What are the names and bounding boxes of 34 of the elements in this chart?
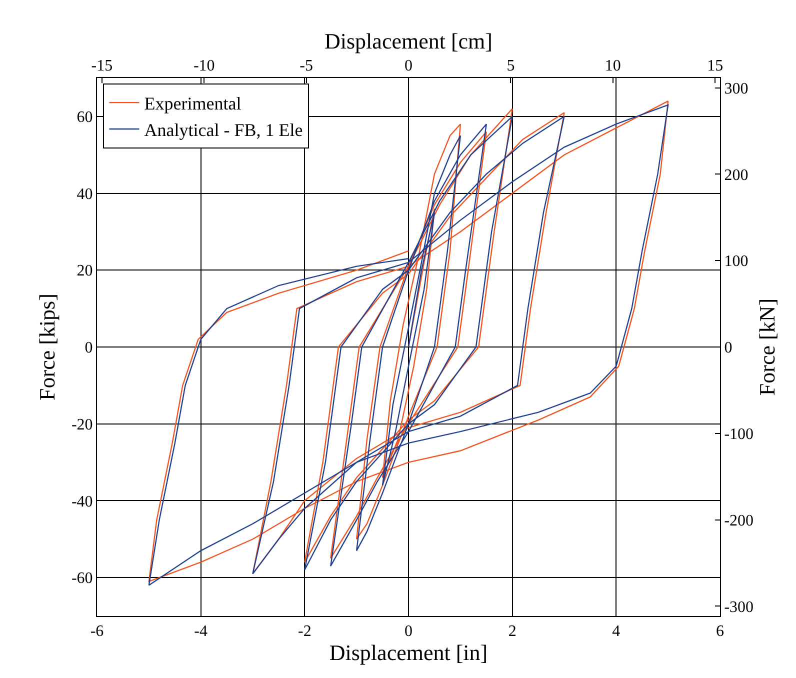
x2-tick-label: 5: [506, 58, 515, 75]
x-tick-label: 4: [612, 623, 620, 640]
y-tick-label: -20: [71, 416, 93, 434]
y-axis-title: Force [kips]: [34, 294, 60, 400]
x-tick-label: -4: [194, 623, 208, 640]
legend-label: Experimental: [144, 94, 242, 114]
y2-tick-label: 0: [724, 340, 732, 357]
y-tick-label: 0: [84, 340, 93, 357]
y-tick-label: 40: [76, 186, 93, 203]
x2-tick-label: 0: [404, 58, 412, 75]
y2-tick-label: 300: [724, 80, 748, 98]
legend-label: Analytical - FB, 1 Ele: [144, 120, 303, 140]
y2-tick-label: -300: [724, 598, 754, 616]
x2-axis-title: Displacement [cm]: [324, 28, 492, 54]
x2-tick-label: 15: [707, 58, 724, 75]
y2-tick-label: -200: [724, 512, 754, 530]
y2-tick-label: -100: [724, 426, 754, 443]
y2-tick-label: 100: [724, 253, 748, 270]
x-axis-title: Displacement [in]: [329, 640, 488, 666]
y-tick-label: -60: [71, 570, 93, 588]
x2-tick-label: 10: [604, 58, 621, 75]
x-tick-label: 2: [508, 623, 516, 640]
x2-tick-label: -15: [91, 58, 113, 75]
x-tick-label: -6: [90, 623, 104, 640]
x-tick-label: -2: [298, 623, 312, 640]
y-tick-label: -40: [71, 493, 93, 510]
y2-axis-title: Force [kN]: [754, 298, 780, 396]
x2-tick-label: -5: [300, 58, 313, 75]
y2-tick-label: 200: [724, 166, 748, 184]
x-tick-label: 6: [716, 623, 724, 640]
y-tick-label: 20: [76, 262, 93, 280]
x2-tick-label: -10: [193, 58, 215, 75]
y-tick-label: 60: [76, 109, 93, 126]
x-tick-label: 0: [404, 623, 412, 640]
